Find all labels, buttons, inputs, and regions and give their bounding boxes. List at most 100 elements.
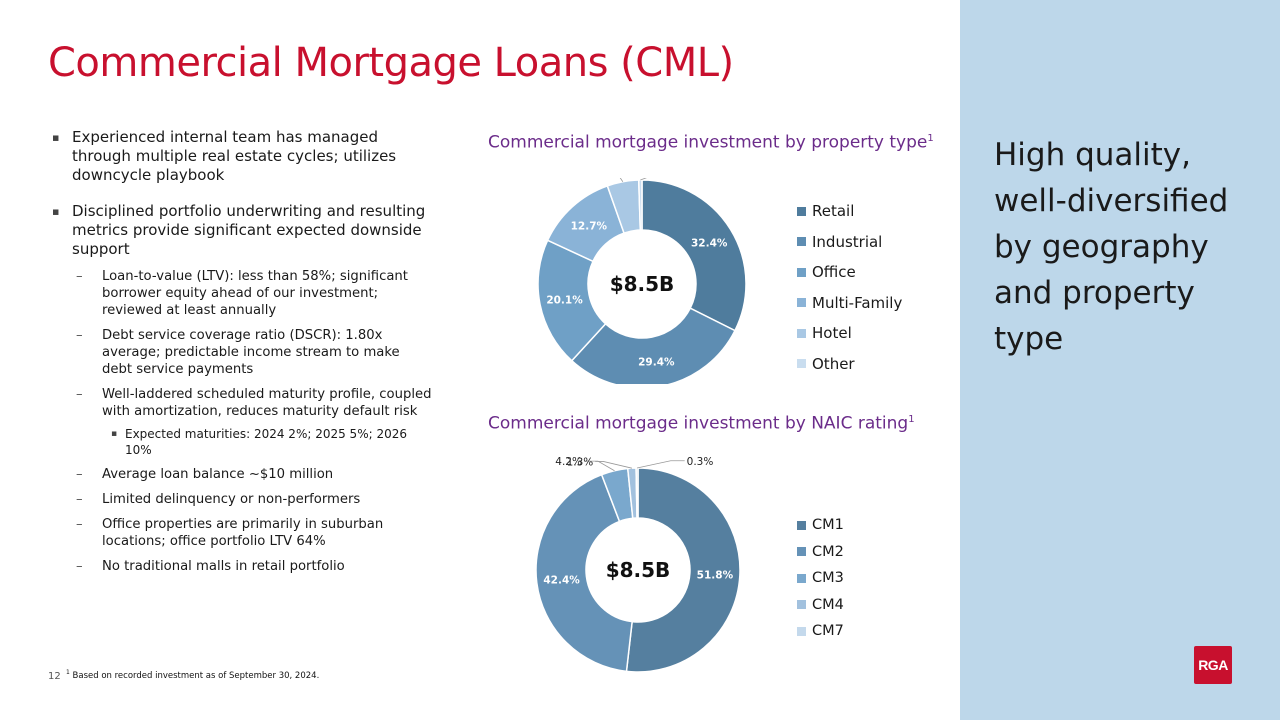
legend-item: CM3 xyxy=(797,565,844,592)
legend-label: CM1 xyxy=(812,517,844,534)
sub-bullet-item: – Limited delinquency or non-performers xyxy=(52,491,432,508)
slide-title: Commercial Mortgage Loans (CML) xyxy=(48,40,734,86)
sub-bullet-item: – Well-laddered scheduled maturity profil… xyxy=(52,386,432,420)
bullet-marker: – xyxy=(76,328,83,343)
legend-item: Other xyxy=(797,349,902,380)
donut-segment-retail xyxy=(641,179,747,332)
leader-line xyxy=(619,178,624,183)
bullet-marker: – xyxy=(76,387,83,402)
chart-title-footnote: 1 xyxy=(908,414,915,425)
donut-segment-cm1 xyxy=(625,467,741,673)
data-label: 32.4% xyxy=(691,238,728,250)
data-label: 0.3% xyxy=(687,456,714,468)
chart-title-footnote: 1 xyxy=(927,133,934,144)
sub-bullet-item: – No traditional malls in retail portfoli… xyxy=(52,558,432,575)
bullet-marker: – xyxy=(76,492,83,507)
legend-label: Office xyxy=(812,263,856,282)
donut-center-label: $8.5B xyxy=(606,558,671,582)
legend-swatch xyxy=(797,547,806,557)
legend-item: Industrial xyxy=(797,227,902,258)
donut-segment-industrial xyxy=(570,307,736,384)
legend-swatch xyxy=(797,600,806,610)
bullet-text: Debt service coverage ratio (DSCR): 1.80… xyxy=(102,328,400,377)
bullet-marker: – xyxy=(76,269,83,284)
bullet-text: No traditional malls in retail portfolio xyxy=(102,559,345,574)
bullet-text: Expected maturities: 2024 2%; 2025 5%; 2… xyxy=(125,427,407,457)
donut-segment-other xyxy=(637,179,643,231)
data-label: 20.1% xyxy=(546,295,583,307)
legend-label: Industrial xyxy=(812,232,883,251)
data-label: 42.4% xyxy=(543,575,580,587)
legend-swatch xyxy=(797,520,806,530)
donut-chart-naic-rating: 51.8% 42.4% 4.2%1.3% 0.3% $8.5B xyxy=(535,456,741,673)
sub-sub-bullet-item: ▪ Expected maturities: 2024 2%; 2025 5%; … xyxy=(52,426,432,458)
donut-center-label: $8.5B xyxy=(610,272,675,296)
footnote-mark: 1 xyxy=(66,669,70,676)
donut-segment-cm7 xyxy=(635,467,639,519)
data-label: 29.4% xyxy=(638,357,675,369)
leader-line xyxy=(595,461,633,469)
bullet-list: ▪ Experienced internal team has managed t… xyxy=(52,128,432,575)
legend-item: CM4 xyxy=(797,592,844,619)
right-highlight-panel: High quality, well-diversified by geogra… xyxy=(960,0,1280,720)
chart-title-text: Commercial mortgage investment by proper… xyxy=(488,132,928,153)
bullet-text: Disciplined portfolio underwriting and r… xyxy=(72,202,426,258)
sub-bullet-item: – Debt service coverage ratio (DSCR): 1.8… xyxy=(52,327,432,378)
legend-label: Other xyxy=(812,354,855,373)
legend-label: Hotel xyxy=(812,324,852,343)
legend-naic-rating: CM1 CM2 CM3 CM4 CM7 xyxy=(797,512,844,645)
chart-title-text: Commercial mortgage investment by NAIC r… xyxy=(488,413,909,434)
legend-label: Multi-Family xyxy=(812,293,903,312)
legend-item: Multi-Family xyxy=(797,288,902,319)
bullet-marker: ▪ xyxy=(52,205,60,218)
legend-swatch xyxy=(797,206,806,216)
legend-item: CM1 xyxy=(797,512,844,539)
sub-bullet-item: – Loan-to-value (LTV): less than 58%; sig… xyxy=(52,268,432,319)
bullet-item: ▪ Disciplined portfolio underwriting and … xyxy=(52,202,432,259)
rga-logo: RGA xyxy=(1194,646,1232,684)
donut-segment-cm2 xyxy=(535,473,633,673)
chart-title-property-type: Commercial mortgage investment by proper… xyxy=(488,128,934,154)
legend-swatch xyxy=(797,359,806,369)
legend-label: CM4 xyxy=(812,596,844,613)
legend-item: CM2 xyxy=(797,539,844,566)
sub-bullet-item: – Average loan balance ~$10 million xyxy=(52,466,432,483)
bullet-text: Limited delinquency or non-performers xyxy=(102,492,361,507)
highlight-text: High quality, well-diversified by geogra… xyxy=(994,137,1229,357)
bullet-text: Average loan balance ~$10 million xyxy=(102,467,334,482)
page-number: 12 xyxy=(48,671,61,682)
chart-title-naic-rating: Commercial mortgage investment by NAIC r… xyxy=(488,409,915,435)
leader-line xyxy=(636,460,685,469)
bullet-text: Well-laddered scheduled maturity profile… xyxy=(102,387,432,419)
data-label: 1.3% xyxy=(567,456,594,468)
legend-swatch xyxy=(797,237,806,247)
data-label: 51.8% xyxy=(697,569,734,581)
legend-label: CM7 xyxy=(812,623,844,640)
legend-swatch xyxy=(797,298,806,308)
data-label: 12.7% xyxy=(571,221,608,233)
legend-swatch xyxy=(797,626,806,636)
legend-swatch xyxy=(797,328,806,338)
footnote: 1 Based on recorded investment as of Sep… xyxy=(66,669,319,681)
sub-bullet-group: – Loan-to-value (LTV): less than 58%; sig… xyxy=(52,268,432,575)
sub-bullet-item: – Office properties are primarily in subu… xyxy=(52,516,432,550)
legend-item: Office xyxy=(797,257,902,288)
legend-property-type: Retail Industrial Office Multi-Family Hotel O… xyxy=(797,196,902,379)
legend-label: Retail xyxy=(812,202,855,221)
bullet-text: Office properties are primarily in subur… xyxy=(102,517,384,549)
footnote-text: Based on recorded investment as of Septe… xyxy=(72,670,320,681)
bullet-marker: – xyxy=(76,559,83,574)
legend-swatch xyxy=(797,267,806,277)
legend-swatch xyxy=(797,573,806,583)
bullet-text: Experienced internal team has managed th… xyxy=(72,128,397,184)
legend-item: CM7 xyxy=(797,618,844,645)
bullet-text: Loan-to-value (LTV): less than 58%; sign… xyxy=(102,269,408,318)
legend-label: CM2 xyxy=(812,543,844,560)
data-label: 4.2% xyxy=(555,456,582,468)
bullet-item: ▪ Experienced internal team has managed t… xyxy=(52,128,432,185)
bullet-marker: – xyxy=(76,467,83,482)
legend-item: Hotel xyxy=(797,318,902,349)
donut-chart-property-type: 32.4%29.4%20.1%12.7%4.9%0.5%$8.5B xyxy=(537,178,747,384)
bullet-marker: – xyxy=(76,517,83,532)
legend-item: Retail xyxy=(797,196,902,227)
